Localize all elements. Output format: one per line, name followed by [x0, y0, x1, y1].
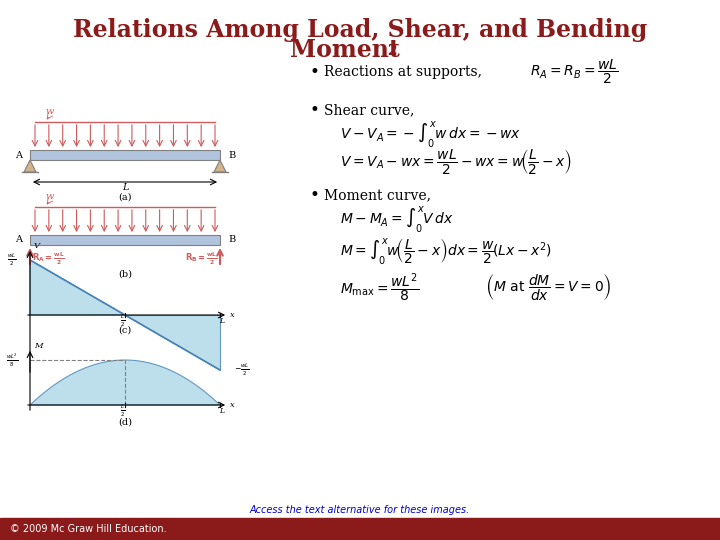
Text: w: w [45, 107, 53, 116]
Text: (d): (d) [118, 418, 132, 427]
Text: •: • [310, 101, 320, 119]
Text: $\frac{L}{2}$: $\frac{L}{2}$ [120, 403, 126, 419]
Text: L: L [122, 183, 128, 192]
Text: $M = \int_0^x w\!\left(\dfrac{L}{2} - x\right)dx = \dfrac{w}{2}\!\left(Lx - x^2\: $M = \int_0^x w\!\left(\dfrac{L}{2} - x\… [340, 237, 552, 267]
Text: $\mathbf{R_A=\frac{wL}{2}}$: $\mathbf{R_A=\frac{wL}{2}}$ [32, 251, 65, 267]
Text: $\frac{wL^2}{8}$: $\frac{wL^2}{8}$ [6, 352, 18, 369]
Text: $-\frac{wL}{2}$: $-\frac{wL}{2}$ [234, 362, 250, 378]
Polygon shape [30, 260, 125, 315]
Text: w: w [45, 192, 53, 201]
Text: L: L [220, 317, 225, 325]
Text: V: V [34, 242, 40, 250]
Text: Shear curve,: Shear curve, [324, 103, 415, 117]
Text: $R_A = R_B = \dfrac{wL}{2}$: $R_A = R_B = \dfrac{wL}{2}$ [530, 58, 618, 86]
Text: M: M [34, 342, 42, 350]
Bar [30, 150, 220, 160]
Text: A: A [15, 235, 22, 245]
Text: Access the text alternative for these images.: Access the text alternative for these im… [250, 505, 470, 515]
Bar [0, 518, 720, 540]
Text: •: • [310, 186, 320, 204]
Text: Relations Among Load, Shear, and Bending: Relations Among Load, Shear, and Bending [73, 18, 647, 42]
Text: $\frac{wL}{2}$: $\frac{wL}{2}$ [7, 252, 17, 268]
Text: $\mathbf{R_B=\frac{wL}{2}}$: $\mathbf{R_B=\frac{wL}{2}}$ [185, 251, 218, 267]
Text: $V = V_A - wx = \dfrac{wL}{2} - wx = w\!\left(\dfrac{L}{2} - x\right)$: $V = V_A - wx = \dfrac{wL}{2} - wx = w\!… [340, 147, 572, 177]
Text: B: B [228, 151, 235, 159]
Text: 2: 2 [383, 44, 397, 58]
Text: Moment: Moment [290, 38, 400, 62]
Text: x: x [230, 311, 235, 319]
Text: $M - M_A = \int_0^x V\,dx$: $M - M_A = \int_0^x V\,dx$ [340, 205, 454, 235]
Text: B: B [228, 235, 235, 245]
Text: $\left(M\text{ at }\dfrac{dM}{dx} = V = 0\right)$: $\left(M\text{ at }\dfrac{dM}{dx} = V = … [485, 273, 612, 303]
Polygon shape [125, 315, 220, 370]
Polygon shape [24, 160, 36, 172]
Text: $V - V_A = -\int_0^x w\,dx = -wx$: $V - V_A = -\int_0^x w\,dx = -wx$ [340, 120, 521, 150]
Text: (a): (a) [118, 193, 132, 202]
Text: © 2009 Mc Graw Hill Education.: © 2009 Mc Graw Hill Education. [10, 524, 166, 534]
Text: (b): (b) [118, 270, 132, 279]
Text: A: A [15, 151, 22, 159]
Text: $\frac{L}{2}$: $\frac{L}{2}$ [120, 313, 126, 329]
Text: (c): (c) [118, 326, 132, 335]
Text: •: • [310, 63, 320, 81]
Bar [30, 235, 220, 245]
Text: Moment curve,: Moment curve, [324, 188, 431, 202]
Text: x: x [230, 401, 235, 409]
Polygon shape [30, 360, 220, 405]
Text: $M_{\max} = \dfrac{wL^2}{8}$: $M_{\max} = \dfrac{wL^2}{8}$ [340, 272, 419, 305]
Text: L: L [220, 407, 225, 415]
Text: Reactions at supports,: Reactions at supports, [324, 65, 482, 79]
Polygon shape [214, 160, 226, 172]
